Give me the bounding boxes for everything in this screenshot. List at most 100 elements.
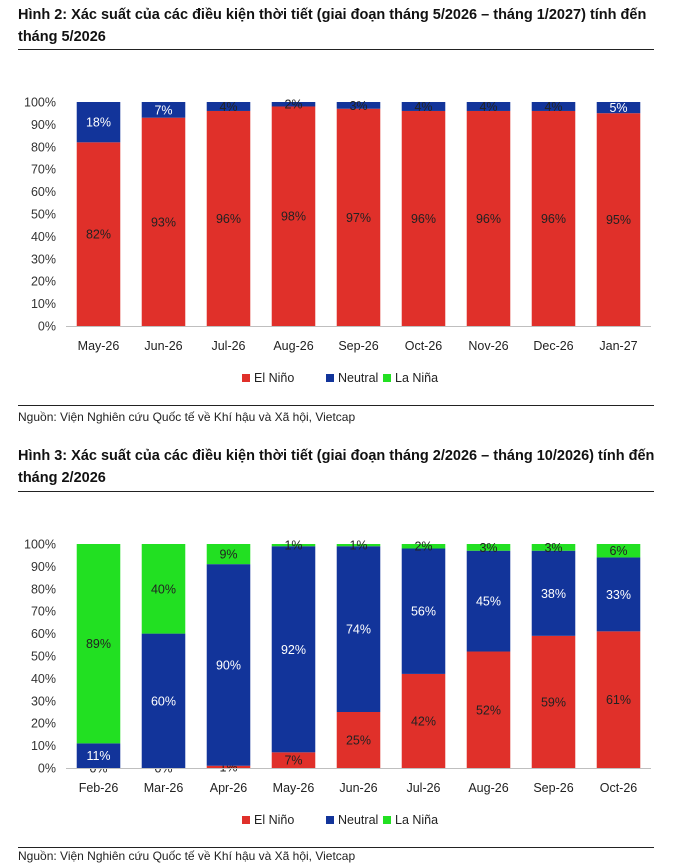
- bar-segment-neutral: [531, 102, 576, 111]
- bar-segment-la-nina: [466, 544, 511, 551]
- data-label: 96%: [476, 212, 501, 226]
- bar-segment-la-nina: [76, 544, 121, 744]
- bar-segment-el-nino: [206, 110, 251, 327]
- legend-label-el-nino: El Niño: [254, 813, 294, 827]
- data-label: 11%: [86, 749, 110, 763]
- figure-3-source: Nguồn: Viện Nghiên cứu Quốc tế về Khí hậ…: [18, 849, 356, 863]
- data-label: 92%: [281, 643, 306, 657]
- figure-3-title-rule: [18, 491, 654, 492]
- data-label: 60%: [151, 694, 176, 708]
- data-label: 4%: [219, 100, 237, 114]
- bar-segment-neutral: [531, 550, 576, 636]
- bar-segment-el-nino: [206, 765, 251, 768]
- legend-label-la-nina: La Niña: [395, 371, 438, 385]
- bar-segment-la-nina: [596, 544, 641, 558]
- y-tick-label: 0%: [38, 320, 56, 334]
- data-label: 45%: [476, 595, 501, 609]
- data-label: 98%: [281, 210, 306, 224]
- y-tick-label: 80%: [31, 140, 56, 154]
- data-label: 3%: [544, 541, 562, 555]
- y-tick-label: 60%: [31, 185, 56, 199]
- figure-2-title-rule: [18, 49, 654, 50]
- bar-segment-neutral: [336, 102, 381, 109]
- bar-segment-el-nino: [401, 673, 446, 768]
- legend-swatch-el-nino: [242, 816, 250, 824]
- x-tick-label: Aug-26: [273, 339, 313, 353]
- y-tick-label: 70%: [31, 605, 56, 619]
- data-label: 5%: [609, 101, 627, 115]
- figure-3-title: Hình 3: Xác suất của các điều kiện thời …: [18, 448, 655, 486]
- data-label: 96%: [216, 212, 241, 226]
- bar-segment-el-nino: [596, 631, 641, 768]
- bar-segment-neutral: [206, 102, 251, 111]
- figure-2-chart: 0% 10% 20% 30% 40% 50% 60% 70% 80% 90% 100% 82% 18% M…: [24, 96, 651, 385]
- bar-segment-neutral: [76, 102, 121, 143]
- legend-swatch-neutral: [326, 374, 334, 382]
- y-tick-label: 40%: [31, 672, 56, 686]
- bar-segment-neutral: [141, 102, 186, 118]
- x-tick-label: Jul-26: [211, 339, 245, 353]
- data-label: 4%: [544, 100, 562, 114]
- data-label: 7%: [154, 103, 172, 117]
- data-label: 96%: [541, 212, 566, 226]
- data-label: 38%: [541, 587, 566, 601]
- data-label: 61%: [606, 693, 631, 707]
- figure-2-title: Hình 2: Xác suất của các điều kiện thời …: [18, 7, 647, 45]
- bar-segment-el-nino: [336, 712, 381, 768]
- legend-swatch-la-nina: [383, 816, 391, 824]
- y-tick-label: 100%: [24, 96, 56, 110]
- data-label: 93%: [151, 215, 176, 229]
- data-label: 33%: [606, 588, 631, 602]
- x-tick-label: Jan-27: [599, 339, 637, 353]
- data-label: 52%: [476, 703, 501, 717]
- bar-segment-el-nino: [271, 106, 316, 326]
- bar-segment-el-nino: [401, 110, 446, 327]
- legend-swatch-la-nina: [383, 374, 391, 382]
- bar-segment-el-nino: [336, 108, 381, 326]
- data-label: 25%: [346, 734, 371, 748]
- bar-segment-neutral: [141, 633, 186, 768]
- bar-segment-la-nina: [141, 544, 186, 634]
- data-label: 3%: [479, 541, 497, 555]
- y-tick-label: 40%: [31, 230, 56, 244]
- legend-swatch-el-nino: [242, 374, 250, 382]
- data-label: 56%: [411, 605, 436, 619]
- data-label: 97%: [346, 211, 371, 225]
- legend-swatch-neutral: [326, 816, 334, 824]
- y-tick-label: 10%: [31, 739, 56, 753]
- data-label: 4%: [479, 100, 497, 114]
- y-tick-label: 80%: [31, 582, 56, 596]
- bar-segment-neutral: [206, 564, 251, 766]
- data-label: 96%: [411, 212, 436, 226]
- bar-segment-neutral: [596, 102, 641, 114]
- x-tick-label: Feb-26: [79, 781, 119, 795]
- bar-segment-neutral: [401, 548, 446, 674]
- data-label: 9%: [219, 548, 237, 562]
- data-label: 42%: [411, 714, 436, 728]
- bar-segment-el-nino: [466, 110, 511, 327]
- x-tick-label: Jul-26: [406, 781, 440, 795]
- x-tick-label: Oct-26: [600, 781, 638, 795]
- y-tick-label: 50%: [31, 650, 56, 664]
- data-label: 90%: [216, 658, 241, 672]
- x-tick-label: Oct-26: [405, 339, 443, 353]
- data-label: 1%: [349, 539, 367, 553]
- figure-2-source: Nguồn: Viện Nghiên cứu Quốc tế về Khí hậ…: [18, 410, 356, 424]
- x-tick-label: Sep-26: [533, 781, 573, 795]
- y-tick-label: 30%: [31, 252, 56, 266]
- data-label: 59%: [541, 695, 566, 709]
- bar-segment-neutral: [466, 102, 511, 111]
- bar-segment-el-nino: [271, 752, 316, 768]
- bar-segment-neutral: [76, 743, 121, 768]
- y-tick-label: 60%: [31, 627, 56, 641]
- bar-segment-la-nina: [401, 544, 446, 549]
- x-tick-label: Aug-26: [468, 781, 508, 795]
- x-tick-label: May-26: [273, 781, 315, 795]
- figure-3-chart: 0%10%20%30%40%50%60%70%80%90%100%0%11%89…: [24, 538, 651, 827]
- data-label: 3%: [349, 99, 367, 113]
- bar-segment-neutral: [336, 546, 381, 712]
- bar-segment-neutral: [271, 546, 316, 753]
- data-label: 6%: [609, 544, 627, 558]
- data-label: 4%: [414, 100, 432, 114]
- data-label: 1%: [284, 539, 302, 553]
